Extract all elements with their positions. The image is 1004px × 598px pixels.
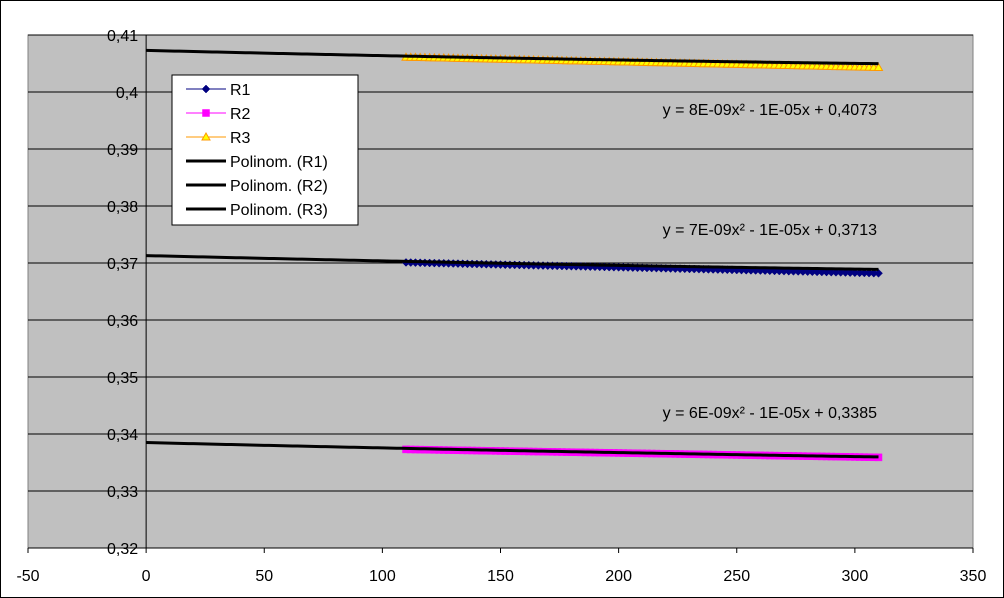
legend-label: R1 [230, 82, 251, 99]
legend-box [171, 74, 359, 226]
x-tick-label: 200 [605, 568, 632, 585]
legend-item: R1 [186, 82, 251, 99]
trendline-equation: y = 8E-09x² - 1E-05x + 0,4073 [663, 102, 877, 119]
legend-label: Polinom. (R1) [230, 154, 328, 171]
legend-marker [202, 109, 210, 117]
y-tick-label: 0,35 [107, 370, 138, 387]
axes: 0,32 0,33 0,34 0,35 0,36 0,37 0,38 0,39 0,4 0,41 -… [16, 28, 986, 585]
y-tick-label: 0,39 [107, 142, 138, 159]
trendline-equation: y = 7E-09x² - 1E-05x + 0,3713 [663, 222, 877, 239]
legend: R1 R2 R3 Polinom. (R1) Polinom. (R2) Polinom.… [171, 74, 359, 226]
y-tick-label: 0,41 [107, 28, 138, 45]
y-tick-label: 0,32 [107, 541, 138, 558]
y-tick-label: 0,38 [107, 199, 138, 216]
trendline [146, 48, 879, 66]
x-tick-label: 150 [487, 568, 514, 585]
legend-label: R3 [230, 130, 251, 147]
legend-item: R3 [186, 130, 251, 147]
trendline-layer [146, 48, 879, 459]
x-tick-label: 0 [142, 568, 151, 585]
trendline [146, 441, 879, 459]
legend-marker [201, 84, 211, 94]
data-point [874, 268, 883, 278]
y-tick-label: 0,37 [107, 256, 138, 273]
legend-label: Polinom. (R3) [230, 202, 328, 219]
x-tick-label: -50 [16, 568, 39, 585]
legend-label: Polinom. (R2) [230, 178, 328, 195]
legend-marker [201, 131, 211, 141]
legend-item: R2 [186, 106, 251, 123]
x-tick-label: 50 [255, 568, 273, 585]
x-tick-label: 100 [369, 568, 396, 585]
y-tick-label: 0,33 [107, 484, 138, 501]
x-tick-label: 250 [723, 568, 750, 585]
x-tick-label: 300 [842, 568, 869, 585]
legend-item: Polinom. (R3) [186, 202, 328, 219]
y-tick-label: 0,4 [116, 85, 138, 102]
legend-label: R2 [230, 106, 251, 123]
data-point [873, 62, 884, 71]
trendline [146, 254, 879, 271]
legend-item: Polinom. (R2) [186, 178, 328, 195]
legend-item: Polinom. (R1) [186, 154, 328, 171]
trendline-equation: y = 6E-09x² - 1E-05x + 0,3385 [663, 405, 877, 422]
y-tick-label: 0,36 [107, 313, 138, 330]
x-tick-label: 350 [960, 568, 987, 585]
y-tick-label: 0,34 [107, 427, 138, 444]
equation-labels: y = 7E-09x² - 1E-05x + 0,3713 y = 6E-09x²… [663, 102, 877, 422]
